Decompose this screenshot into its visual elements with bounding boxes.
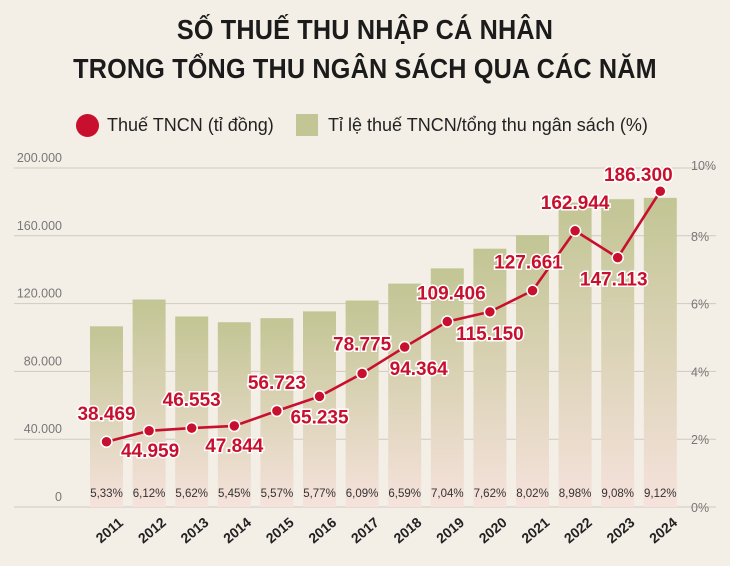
y-right-tick-label: 10% [691,159,716,173]
tax-point [228,419,241,433]
ratio-bar-label: 7,62% [474,488,507,500]
x-tick-label: 2013 [177,514,211,546]
tax-value-label: 46.553 [163,390,221,411]
x-tick-label: 2018 [390,514,424,546]
x-tick-label: 2014 [220,514,254,546]
ratio-bar-label: 7,04% [431,488,464,500]
tax-point [270,404,284,418]
ratio-bar-label: 6,09% [346,488,379,500]
tax-value-label: 186.300 [604,165,673,186]
ratio-bar [217,322,251,507]
x-tick-label: 2019 [433,514,467,546]
y-left-tick-label: 80.000 [24,354,62,368]
ratio-bar [388,283,422,507]
legend-swatch-square-icon [296,114,318,136]
tax-line [106,190,662,444]
ratio-bar [558,202,592,507]
ratio-bar [516,235,549,507]
tax-point [526,284,539,297]
x-tick-label: 2020 [476,514,510,546]
x-tick-label: 2011 [93,514,127,546]
legend-swatch-circle-icon [76,113,99,137]
tax-point [355,367,369,380]
ratio-bar-label: 5,77% [303,488,336,500]
ratio-bar [473,248,507,507]
x-tick-label: 2017 [348,514,382,546]
tax-point [568,224,582,238]
tax-value-label: 115.150 [456,324,524,345]
ratio-bar-label: 5,57% [261,488,294,500]
ratio-bar [430,268,464,507]
ratio-bar-label: 9,12% [644,488,677,500]
y-right-tick-label: 8% [691,230,709,244]
y-left-tick-label: 40.000 [24,422,62,436]
x-tick-label: 2016 [305,514,339,546]
x-tick-label: 2022 [561,514,595,546]
ratio-bar-label: 5,62% [175,488,208,500]
ratio-bar-label: 8,02% [516,488,549,500]
x-tick-label: 2021 [518,514,552,546]
ratio-bar [132,299,166,507]
tax-value-label: 44.959 [121,441,179,462]
tax-point [654,184,667,198]
y-right-tick-label: 0% [691,501,709,515]
legend-label-ratio: Tỉ lệ thuế TNCN/tổng thu ngân sách (%) [328,114,648,135]
tax-point [142,424,156,438]
chart-title-line2: TRONG TỔNG THU NGÂN SÁCH QUA CÁC NĂM [73,53,657,84]
legend-label-tax: Thuế TNCN (tỉ đồng) [107,114,274,135]
ratio-bar-label: 6,12% [133,488,166,500]
legend-item-ratio: Tỉ lệ thuế TNCN/tổng thu ngân sách (%) [296,110,648,140]
x-tick-label: 2012 [135,514,169,546]
ratio-bar-label: 6,59% [388,488,421,500]
tax-point [398,340,411,354]
tax-point [441,315,454,328]
tax-point [100,435,113,449]
ratio-bar-label: 8,98% [559,488,592,500]
chart-title-line1: SỐ THUẾ THU NHẬP CÁ NHÂN [176,14,554,45]
ratio-bar [601,199,635,508]
x-tick-label: 2024 [646,514,680,546]
ratio-bar [345,300,379,507]
tax-point [483,305,497,319]
tax-point [185,421,198,435]
y-right-tick-label: 2% [691,433,709,447]
y-right-tick-label: 6% [691,298,709,312]
tax-point [611,251,624,264]
tax-value-label: 147.113 [580,270,648,291]
tax-value-label: 65.235 [290,407,349,428]
y-left-tick-label: 160.000 [17,219,62,233]
y-left-tick-label: 200.000 [17,151,62,165]
tax-value-label: 56.723 [248,373,306,394]
x-tick-label: 2023 [603,514,637,546]
ratio-bar [303,311,336,507]
ratio-bar [175,316,209,507]
y-left-tick-label: 0 [55,490,62,504]
tax-value-label: 162.944 [541,193,610,214]
tax-value-label: 94.364 [390,359,449,380]
ratio-bar-label: 5,33% [90,488,123,500]
ratio-bar-label: 5,45% [218,488,251,500]
ratio-bar [643,197,677,507]
tax-point [313,390,326,403]
tax-value-label: 109.406 [417,284,486,305]
y-right-tick-label: 4% [691,365,709,379]
tax-value-label: 127.661 [494,253,563,274]
tax-value-label: 38.469 [77,404,135,425]
tax-value-label: 47.844 [205,436,264,457]
x-tick-label: 2015 [263,514,297,546]
ratio-bar [90,326,123,507]
ratio-bar-label: 9,08% [601,488,634,500]
legend-item-tax: Thuế TNCN (tỉ đồng) [76,110,274,140]
y-left-tick-label: 120.000 [17,287,62,301]
tax-value-label: 78.775 [333,334,392,355]
